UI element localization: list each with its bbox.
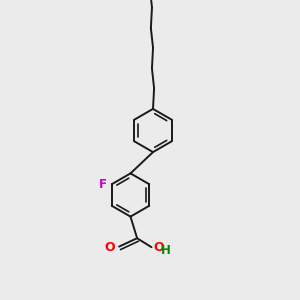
Text: O: O bbox=[153, 241, 164, 254]
Text: H: H bbox=[161, 244, 171, 257]
Text: F: F bbox=[98, 178, 106, 191]
Text: O: O bbox=[105, 241, 116, 254]
